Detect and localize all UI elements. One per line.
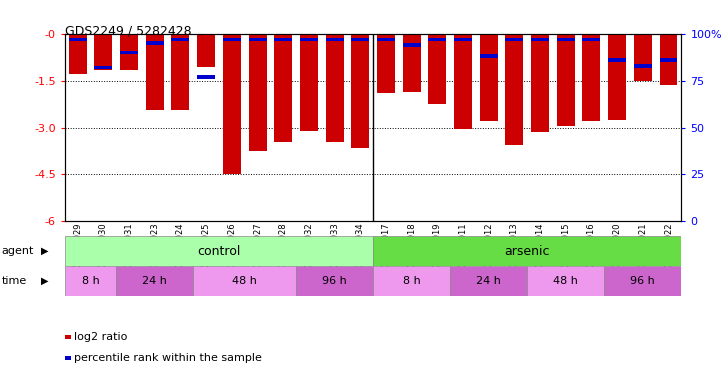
Bar [274,38,292,41]
Text: time: time [1,276,27,286]
Text: agent: agent [1,246,34,256]
Bar [65,236,373,266]
Bar [454,38,472,41]
Text: 48 h: 48 h [232,276,257,286]
Text: 24 h: 24 h [142,276,167,286]
Bar [68,34,87,74]
Bar [274,34,292,142]
Bar [120,51,138,54]
Bar [193,266,296,296]
Bar [146,34,164,110]
Bar [531,34,549,132]
Bar [527,266,604,296]
Bar [377,38,395,41]
Bar [373,266,450,296]
Bar [68,38,87,41]
Bar [300,34,318,130]
Bar [583,38,601,41]
Text: control: control [198,245,241,258]
Bar [428,34,446,104]
Bar [172,38,190,41]
Bar [531,38,549,41]
Bar [351,34,369,148]
Bar [94,66,112,69]
Bar [223,38,241,41]
Bar [608,34,626,120]
Bar [377,34,395,93]
Bar [146,41,164,45]
Bar [428,38,446,41]
Bar [402,34,420,92]
Bar [373,236,681,266]
Bar [351,38,369,41]
Bar [557,38,575,41]
Text: 96 h: 96 h [322,276,347,286]
Bar [479,34,497,121]
Bar [197,34,215,67]
Bar [505,38,523,41]
Bar [120,34,138,70]
Bar [634,64,652,68]
Text: ▶: ▶ [41,276,48,286]
Bar [608,58,626,62]
Bar [172,34,190,110]
Bar [249,34,267,151]
Text: arsenic: arsenic [505,245,550,258]
Bar [454,34,472,129]
Bar [300,38,318,41]
Bar [505,34,523,145]
Bar [65,266,116,296]
Text: GDS2249 / 5282428: GDS2249 / 5282428 [65,24,192,38]
Bar [249,38,267,41]
Bar [94,34,112,70]
Bar [223,34,241,174]
Text: 24 h: 24 h [477,276,501,286]
Text: log2 ratio: log2 ratio [74,332,127,342]
Text: 96 h: 96 h [630,276,655,286]
Bar [557,34,575,126]
Bar [197,75,215,79]
Bar [634,34,652,81]
Bar [296,266,373,296]
Bar [583,34,601,121]
Text: percentile rank within the sample: percentile rank within the sample [74,353,262,363]
Text: 48 h: 48 h [553,276,578,286]
Bar [479,54,497,58]
Text: 8 h: 8 h [81,276,99,286]
Text: ▶: ▶ [41,246,48,256]
Bar [660,34,678,86]
Text: 8 h: 8 h [403,276,420,286]
Bar [402,43,420,47]
Bar [116,266,193,296]
Bar [326,34,344,142]
Bar [450,266,527,296]
Bar [326,38,344,41]
Bar [604,266,681,296]
Bar [660,58,678,62]
